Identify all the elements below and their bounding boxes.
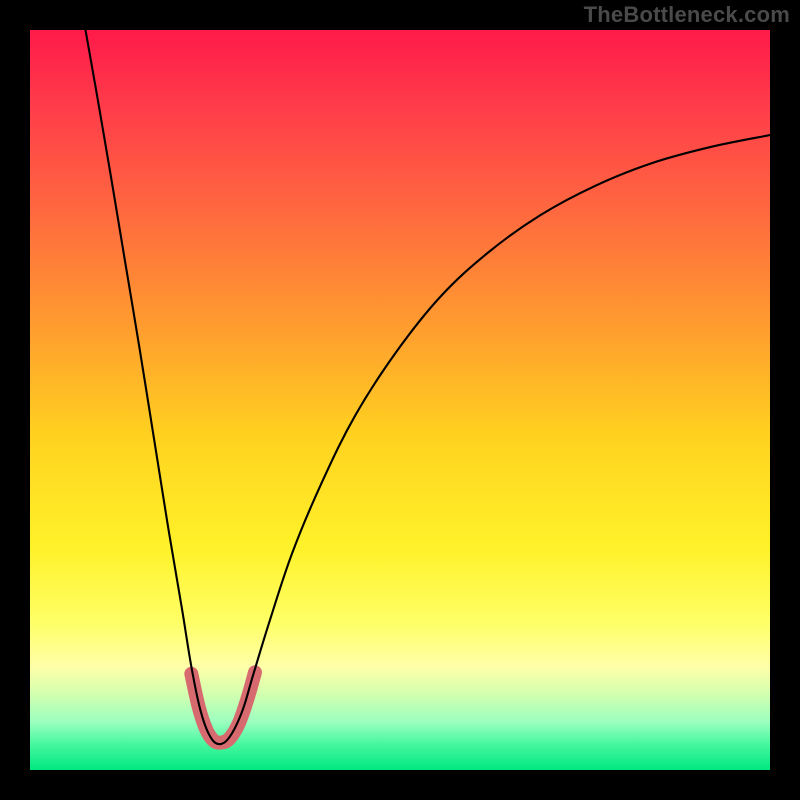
plot-area (30, 30, 770, 770)
chart-frame: TheBottleneck.com (0, 0, 800, 800)
bottleneck-highlight (191, 672, 255, 742)
bottleneck-curve (86, 30, 771, 744)
watermark-text: TheBottleneck.com (584, 2, 790, 28)
curve-overlay (30, 30, 770, 770)
